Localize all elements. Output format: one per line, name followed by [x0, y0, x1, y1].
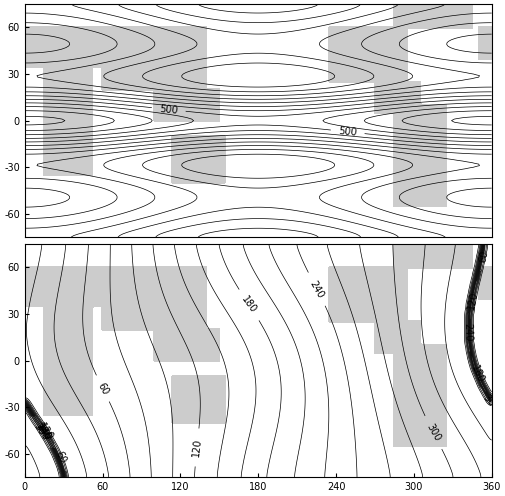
Text: 120: 120 [191, 437, 203, 457]
Text: 240: 240 [33, 422, 52, 442]
Text: 300: 300 [31, 422, 50, 442]
Text: 300: 300 [424, 422, 442, 443]
Text: 240: 240 [463, 323, 473, 342]
Text: 180: 180 [240, 295, 259, 315]
Text: 60: 60 [95, 380, 110, 396]
Text: 120: 120 [466, 290, 479, 310]
Text: 500: 500 [159, 104, 178, 115]
Text: 60: 60 [54, 449, 68, 464]
Text: 60: 60 [478, 249, 490, 263]
Text: 120: 120 [36, 422, 55, 442]
Text: 240: 240 [308, 279, 326, 300]
Text: 180: 180 [469, 364, 486, 385]
Text: 500: 500 [338, 126, 358, 138]
Text: 300: 300 [480, 393, 500, 413]
Text: 180: 180 [35, 422, 54, 442]
